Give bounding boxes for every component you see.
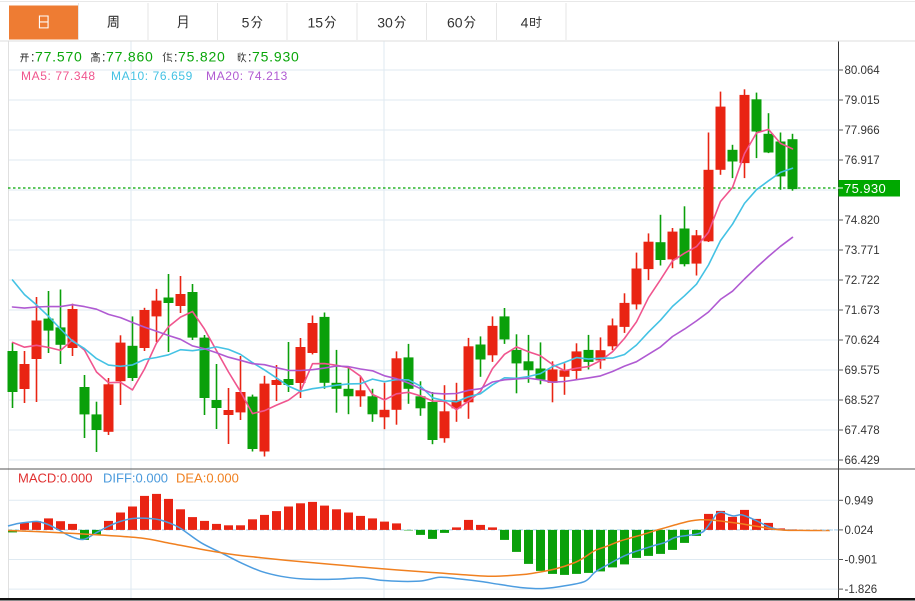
svg-text::: : [174, 49, 178, 65]
svg-text:73.771: 73.771 [845, 245, 880, 257]
svg-text:DIFF:0.000: DIFF:0.000 [103, 471, 168, 486]
svg-text:66.429: 66.429 [845, 455, 880, 467]
svg-text:72.722: 72.722 [845, 275, 880, 287]
svg-text:MA5: 77.348: MA5: 77.348 [21, 69, 96, 83]
svg-text:77.966: 77.966 [845, 125, 880, 137]
svg-text:74.820: 74.820 [845, 215, 880, 227]
svg-text:79.015: 79.015 [845, 95, 880, 107]
svg-text:69.575: 69.575 [845, 365, 880, 377]
svg-text:MA10: 76.659: MA10: 76.659 [111, 69, 193, 83]
svg-text:76.917: 76.917 [845, 155, 880, 167]
svg-text::: : [31, 49, 35, 65]
svg-text:68.527: 68.527 [845, 395, 880, 407]
svg-text:-1.826: -1.826 [845, 584, 878, 596]
svg-text:MA20: 74.213: MA20: 74.213 [206, 69, 288, 83]
svg-text:75.930: 75.930 [844, 181, 886, 196]
svg-text:67.478: 67.478 [845, 425, 880, 437]
svg-text:MACD:0.000: MACD:0.000 [18, 471, 92, 486]
svg-text:5: 5 [242, 15, 250, 31]
svg-text:4: 4 [521, 15, 529, 31]
svg-text::: : [248, 49, 252, 65]
svg-text:30: 30 [377, 15, 393, 31]
svg-text:75.820: 75.820 [178, 49, 226, 65]
svg-text:77.860: 77.860 [106, 49, 154, 65]
svg-text:-0.901: -0.901 [845, 555, 878, 567]
svg-text:0.024: 0.024 [845, 525, 874, 537]
svg-text:77.570: 77.570 [35, 49, 83, 65]
svg-text::: : [102, 49, 106, 65]
svg-text:75.930: 75.930 [252, 49, 300, 65]
svg-text:71.673: 71.673 [845, 305, 880, 317]
svg-text:0.949: 0.949 [845, 495, 874, 507]
svg-text:15: 15 [308, 15, 324, 31]
svg-text:60: 60 [447, 15, 463, 31]
svg-text:DEA:0.000: DEA:0.000 [176, 471, 239, 486]
svg-text:70.624: 70.624 [845, 335, 881, 347]
svg-text:80.064: 80.064 [845, 65, 881, 77]
